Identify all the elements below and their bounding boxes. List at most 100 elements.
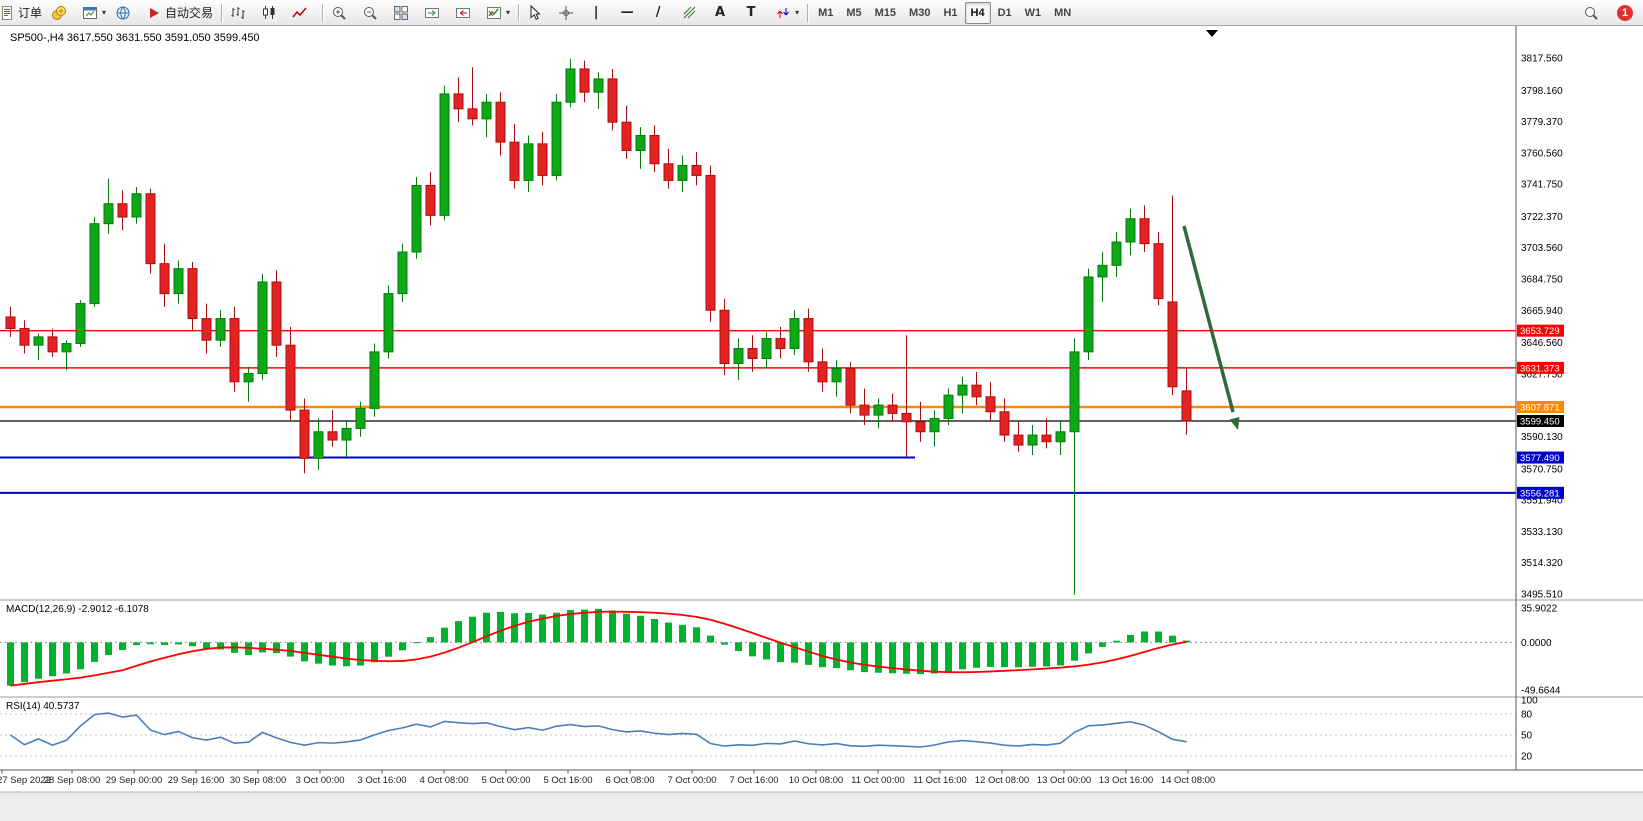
tile-windows-button[interactable] xyxy=(389,1,419,25)
crosshair-button[interactable] xyxy=(554,1,584,25)
candle xyxy=(201,303,212,354)
tf-m1[interactable]: M1 xyxy=(812,2,839,24)
candle xyxy=(1125,208,1136,256)
candle xyxy=(397,243,408,302)
time-axis-label: 30 Sep 08:00 xyxy=(230,775,287,786)
tf-h1[interactable]: H1 xyxy=(937,2,963,24)
time-axis-label: 14 Oct 08:00 xyxy=(1161,775,1215,786)
notifications-badge[interactable]: 1 xyxy=(1617,4,1633,21)
candle xyxy=(691,152,702,186)
search-button[interactable] xyxy=(1579,1,1609,25)
tf-mn[interactable]: MN xyxy=(1048,2,1077,24)
rsi-axis-label: 100 xyxy=(1521,696,1538,707)
auto-scroll-button[interactable] xyxy=(420,1,450,25)
tf-h1-label: H1 xyxy=(943,6,958,19)
candle xyxy=(495,92,506,156)
candle xyxy=(117,190,128,231)
candle xyxy=(131,187,142,224)
tf-d1[interactable]: D1 xyxy=(992,2,1018,24)
candle xyxy=(467,67,478,126)
text-label-icon: T xyxy=(746,5,756,20)
horizontal-lines[interactable] xyxy=(0,329,1516,494)
price-tick-label: 3665.940 xyxy=(1521,306,1563,317)
candle xyxy=(621,105,632,159)
price-tick-label: 3741.750 xyxy=(1521,180,1563,191)
trendline-button[interactable]: / xyxy=(647,1,677,25)
arrows-button[interactable]: ▾ xyxy=(771,1,803,25)
price-tag: 3556.281 xyxy=(1520,488,1560,499)
market-watch-button[interactable] xyxy=(111,1,141,25)
rsi-line xyxy=(10,712,1187,748)
candle xyxy=(887,393,898,422)
candles-layer xyxy=(5,58,1192,595)
zoom-out-button[interactable] xyxy=(358,1,388,25)
candle xyxy=(327,410,338,447)
tf-mn-label: MN xyxy=(1054,6,1072,19)
chart-shift-icon xyxy=(455,5,471,21)
line-chart-button[interactable] xyxy=(288,1,318,25)
cursor-button[interactable] xyxy=(523,1,553,25)
tf-m15[interactable]: M15 xyxy=(869,2,902,24)
zoom-in-button[interactable] xyxy=(327,1,357,25)
time-axis-label: 27 Sep 2022 xyxy=(0,775,51,786)
trend-arrow-annotation[interactable] xyxy=(1182,225,1240,430)
tf-m5[interactable]: M5 xyxy=(840,2,867,24)
candle xyxy=(803,308,814,372)
candle xyxy=(229,306,240,392)
chart-shift-button[interactable] xyxy=(451,1,481,25)
candle xyxy=(1139,205,1150,252)
tf-m30[interactable]: M30 xyxy=(903,2,936,24)
candle xyxy=(719,298,730,376)
toolbar: 订单 ▾ 自动交易 ▾ | — / A T ▾ M1 M5 M15 M30 H1 H4 D1 W1 MN 1 xyxy=(0,0,1643,26)
indicators-icon xyxy=(486,5,502,21)
price-tick-label: 3495.510 xyxy=(1521,590,1563,601)
auto-trading-icon xyxy=(146,5,162,21)
candle xyxy=(299,398,310,474)
candle xyxy=(551,93,562,181)
tf-w1[interactable]: W1 xyxy=(1019,2,1048,24)
text-icon: A xyxy=(715,5,726,20)
caret-down-icon: ▾ xyxy=(102,8,107,17)
chart-area[interactable]: 3817.560 3798.160 3779.370 3760.560 3741.750… xyxy=(0,26,1643,821)
arrows-icon xyxy=(775,5,791,21)
candle xyxy=(915,401,926,442)
tf-m15-label: M15 xyxy=(874,6,897,19)
horizontal-line-button[interactable]: — xyxy=(616,1,646,25)
tf-h4[interactable]: H4 xyxy=(964,1,991,24)
zoom-in-icon xyxy=(331,5,347,21)
price-tag: 3599.450 xyxy=(1520,417,1560,428)
candle xyxy=(257,273,268,381)
candle xyxy=(747,335,758,372)
search-icon xyxy=(1583,5,1599,21)
candle xyxy=(957,376,968,414)
auto-trading-button[interactable]: 自动交易 xyxy=(142,1,217,25)
text-label-button[interactable]: T xyxy=(740,1,770,25)
candle xyxy=(509,123,520,189)
price-tags: 3653.729 3631.373 3607.871 3599.450 3577.490… xyxy=(1517,324,1564,499)
time-axis-label: 3 Oct 00:00 xyxy=(295,775,344,786)
candle xyxy=(481,93,492,138)
new-chart-icon xyxy=(82,5,98,21)
price-tick-label: 3627.750 xyxy=(1521,369,1563,380)
candle xyxy=(523,135,534,193)
bar-chart-button[interactable] xyxy=(226,1,256,25)
candle-chart-button[interactable] xyxy=(257,1,287,25)
chart-shift-marker[interactable] xyxy=(1206,30,1218,37)
new-order-button[interactable]: 订单 xyxy=(0,1,46,25)
candle xyxy=(761,331,772,369)
vertical-line-button[interactable]: | xyxy=(585,1,615,25)
caret-down-icon: ▾ xyxy=(506,8,511,17)
text-button[interactable]: A xyxy=(709,1,739,25)
fibonacci-button[interactable] xyxy=(678,1,708,25)
indicators-button[interactable]: ▾ xyxy=(482,1,514,25)
price-tick-label: 3514.320 xyxy=(1521,558,1563,569)
candle xyxy=(649,125,660,173)
macd-axis-label: 0.0000 xyxy=(1521,638,1552,649)
funds-button[interactable] xyxy=(47,1,77,25)
candle xyxy=(355,401,366,437)
candle xyxy=(369,343,380,417)
funds-icon xyxy=(51,5,67,21)
candle xyxy=(285,326,296,421)
new-chart-button[interactable]: ▾ xyxy=(78,1,110,25)
price-tick-label: 3760.560 xyxy=(1521,148,1563,159)
